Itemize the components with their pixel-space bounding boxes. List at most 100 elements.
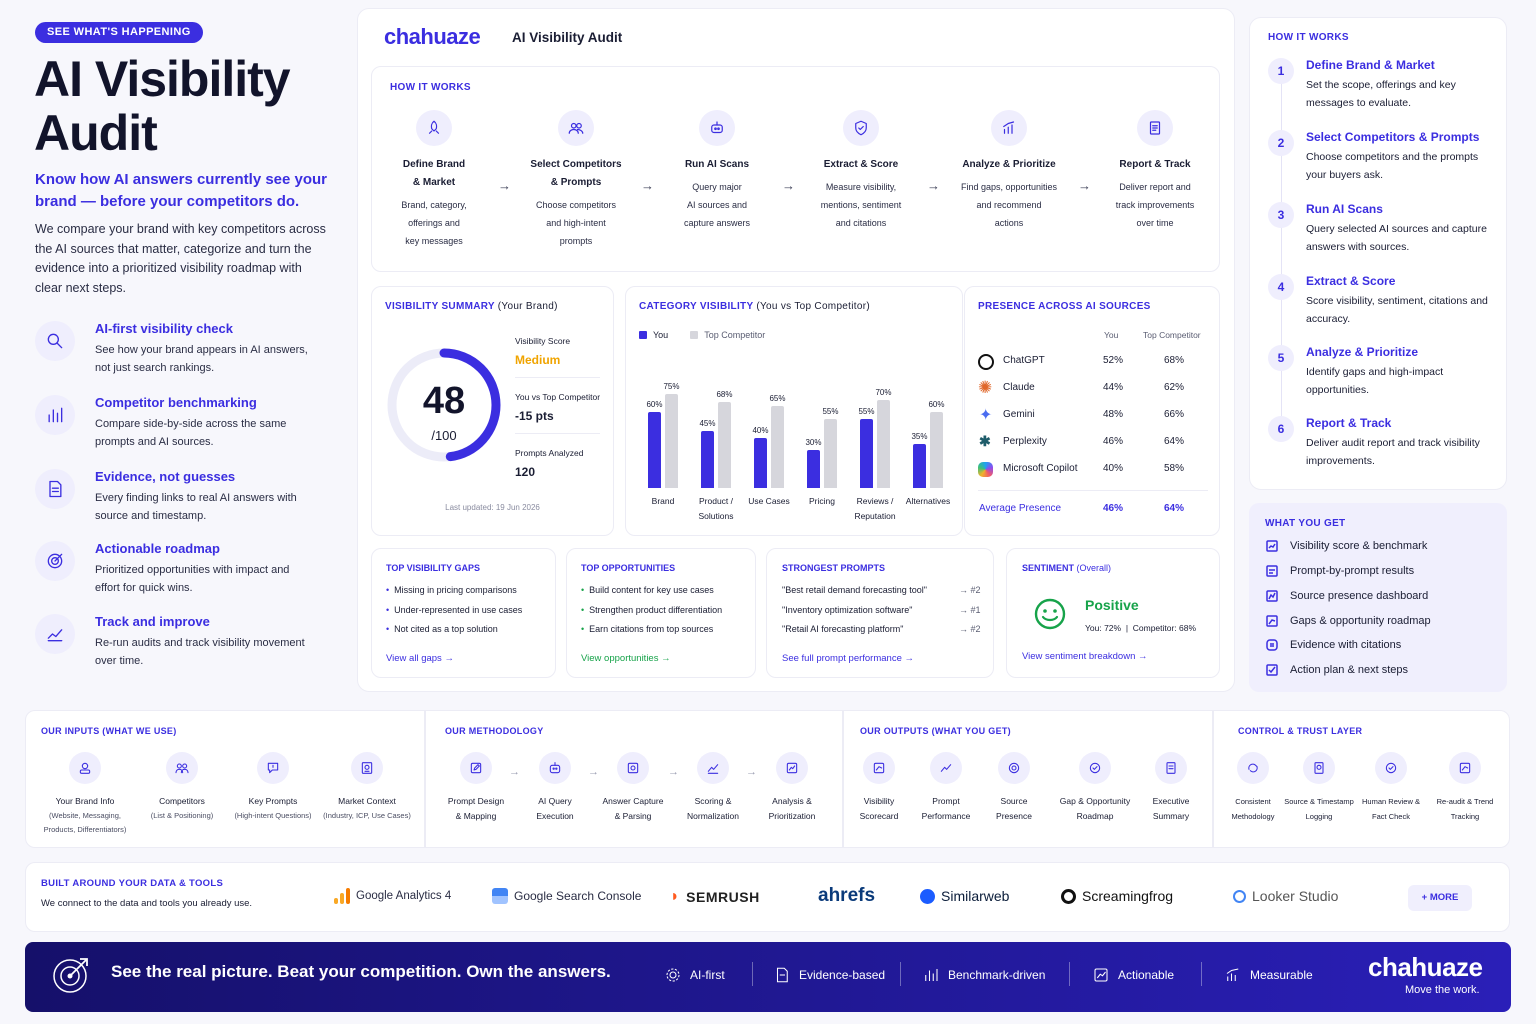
tool-search-console[interactable]: Google Search Console <box>492 888 641 904</box>
list-item: • Build content for key use cases <box>581 581 755 601</box>
scorecard-icon <box>863 752 895 784</box>
output-roadmap: Gap & Opportunity Roadmap <box>1052 752 1138 824</box>
tool-ahrefs[interactable]: ahrefs <box>818 885 875 907</box>
footer-item-label: Evidence-based <box>799 968 886 982</box>
bar-value-label: 75% <box>663 381 680 391</box>
tool-looker-studio[interactable]: Looker Studio <box>1233 888 1338 904</box>
rocket-icon <box>416 110 452 146</box>
tool-ga4[interactable]: Google Analytics 4 <box>334 888 451 904</box>
full-prompt-performance-link[interactable]: See full prompt performance → <box>782 653 915 664</box>
feature-desc: Every finding links to real AI answers w… <box>95 492 297 522</box>
kicker-text: VISIBILITY SUMMARY <box>385 301 495 312</box>
output-title-2: Summary <box>1152 811 1190 821</box>
avg-label: Average Presence <box>979 503 1062 514</box>
bar-value-label: 45% <box>699 419 716 429</box>
prompt-row: "Best retail demand forecasting tool" → #… <box>782 581 993 601</box>
market-icon <box>351 752 383 784</box>
step-title: Define Brand <box>402 159 466 170</box>
bar-value-label: 60% <box>928 400 945 410</box>
dashboard-icon <box>1266 590 1278 602</box>
source-name: Claude <box>1003 382 1035 393</box>
step-number: 6 <box>1268 416 1294 442</box>
footer-separator <box>1069 962 1070 986</box>
more-tools-button[interactable]: + MORE <box>1408 885 1472 911</box>
visibility-summary-kicker: VISIBILITY SUMMARY (Your Brand) <box>385 301 558 312</box>
step-title: Select Competitors <box>530 159 622 170</box>
tool-similarweb[interactable]: Similarweb <box>920 888 1009 904</box>
bar-value-label: 55% <box>822 406 839 416</box>
gaps-card: TOP VISIBILITY GAPS • Missing in pricing… <box>371 548 556 678</box>
step-title: Extract & Score <box>1306 274 1396 288</box>
footer-item-label: AI-first <box>690 968 725 982</box>
brand-icon <box>69 752 101 784</box>
footer-item-measurable: Measurable <box>1224 966 1313 984</box>
avg-comp: 64% <box>1164 503 1185 514</box>
robot-icon <box>699 110 735 146</box>
score-value: 48 <box>422 380 466 422</box>
trust-human-review: Human Review & Fact Check <box>1357 752 1425 824</box>
step-desc: Measure visibility, <box>825 182 897 192</box>
method-analysis: Analysis & Prioritization <box>757 752 827 824</box>
bullet: • <box>386 604 395 615</box>
prompt-row: "Inventory optimization software" → #1 <box>782 601 993 621</box>
method-scoring: Scoring & Normalization <box>678 752 748 824</box>
tool-semrush[interactable]: ◗ SEMRUSH <box>670 888 760 906</box>
method-title-2: Normalization <box>687 811 739 821</box>
bar-you <box>648 412 661 488</box>
footer-item-label: Actionable <box>1118 968 1175 982</box>
step-analyze: Analyze & Prioritize Find gaps, opportun… <box>944 110 1074 232</box>
sentiment-you: You: 72% <box>1085 623 1122 633</box>
trust-logging: Source & Timestamp Logging <box>1284 752 1354 824</box>
step-desc: key messages <box>405 236 463 246</box>
presence-kicker: PRESENCE ACROSS AI SOURCES <box>978 301 1151 312</box>
step-desc: Brand, category, <box>401 200 467 210</box>
chart-title-text: CATEGORY VISIBILITY <box>639 301 754 312</box>
step-select-competitors: Select Competitors & Prompts Choose compe… <box>511 110 641 250</box>
tool-screamingfrog[interactable]: Screamingfrog <box>1061 888 1173 904</box>
target-icon <box>35 541 75 581</box>
step-number: 1 <box>1268 58 1294 84</box>
gauge-fill <box>387 348 501 462</box>
edit-icon <box>460 752 492 784</box>
avg-you: 46% <box>1103 503 1124 514</box>
input-sub: (High-intent Questions) <box>234 811 312 820</box>
method-prompt-design: Prompt Design & Mapping <box>441 752 511 824</box>
category-label: Reviews / Reputation <box>854 496 896 521</box>
list-text: Earn citations from top sources <box>589 624 714 634</box>
presence-row-claude: ✺ Claude 44% 62% <box>978 378 1208 402</box>
step-number: 5 <box>1268 345 1294 371</box>
kicker-suffix: (Your Brand) <box>497 301 558 312</box>
document-icon <box>35 469 75 509</box>
sentiment-breakdown-link[interactable]: View sentiment breakdown → <box>1022 651 1148 662</box>
arrow-icon: → <box>668 766 679 778</box>
score-icon <box>697 752 729 784</box>
footer-item-ai-first: AI-first <box>664 966 725 984</box>
input-sub: Products, Differentiators) <box>43 825 127 834</box>
kicker-suffix: (Overall) <box>1076 563 1112 573</box>
footer-separator <box>752 962 753 986</box>
view-opportunities-link[interactable]: View opportunities → <box>581 653 671 664</box>
methodology-kicker: OUR METHODOLOGY <box>445 726 544 736</box>
input-sub: (Website, Messaging, <box>49 811 121 820</box>
brand-logo[interactable]: chahuaze <box>384 24 481 49</box>
step-number: 2 <box>1268 130 1294 156</box>
bar-chart-icon <box>925 969 938 981</box>
copilot-icon <box>978 462 993 477</box>
right-how-kicker: HOW IT WORKS <box>1268 32 1349 43</box>
users-icon <box>166 752 198 784</box>
step-title: Run AI Scans <box>684 159 750 170</box>
footer-logo[interactable]: chahuaze <box>1368 952 1483 982</box>
get-label: Visibility score & benchmark <box>1290 540 1428 552</box>
step-define-brand: Define Brand & Market Brand, category, off… <box>369 110 499 250</box>
step-desc: and citations <box>835 218 887 228</box>
bar-you <box>807 450 820 488</box>
tools-strip <box>25 862 1510 932</box>
input-title: Your Brand Info <box>55 796 115 806</box>
get-label: Gaps & opportunity roadmap <box>1290 615 1431 627</box>
footer-separator <box>1201 962 1202 986</box>
method-title: Analysis & <box>772 796 812 806</box>
view-all-gaps-link[interactable]: View all gaps → <box>386 653 454 664</box>
list-item: • Earn citations from top sources <box>581 620 755 640</box>
last-updated: Last updated: 19 Jun 2026 <box>445 503 540 512</box>
list-text: Not cited as a top solution <box>394 624 498 634</box>
